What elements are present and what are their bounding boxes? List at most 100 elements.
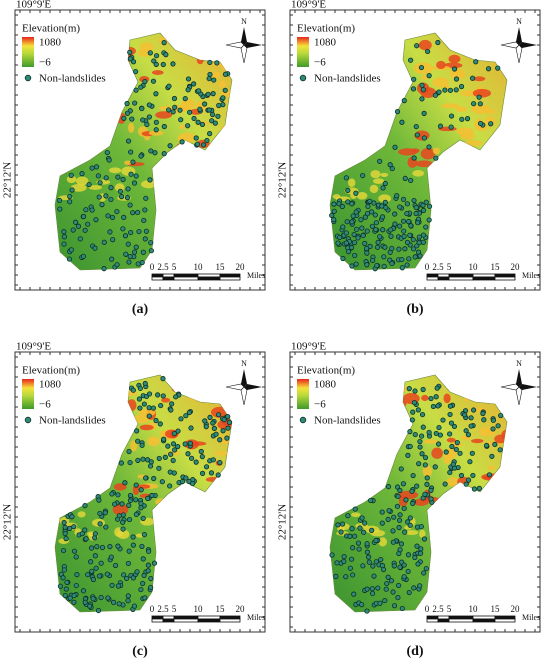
ridge-patch [473, 76, 486, 82]
sample-point [125, 138, 132, 144]
sample-point [131, 249, 138, 255]
sample-point [126, 259, 132, 265]
sample-point [148, 148, 154, 154]
sample-point [392, 221, 398, 227]
study-region [329, 374, 508, 613]
north-arrow [500, 383, 520, 391]
latitude-label: 22°12'N [277, 162, 289, 198]
sample-point [143, 228, 149, 234]
legend-max: 1080 [314, 379, 337, 391]
sample-point [121, 214, 127, 220]
sample-point [448, 124, 454, 130]
sample-point [170, 61, 176, 67]
sample-point [134, 569, 140, 575]
sample-point [88, 545, 95, 551]
sample-point [404, 201, 410, 207]
ridge-patch [117, 529, 130, 540]
sample-point [160, 393, 166, 399]
sample-point [399, 265, 405, 271]
legend-points-label: Non-landslides [314, 73, 381, 85]
sample-point [404, 239, 411, 245]
sample-point [145, 495, 151, 501]
sample-point [374, 244, 381, 250]
north-label: N [241, 17, 247, 26]
sample-point [403, 497, 409, 503]
sample-point [406, 256, 412, 262]
ridge-patch [218, 394, 232, 405]
sample-point [124, 110, 131, 116]
sample-point [420, 202, 426, 208]
ridge-patch [88, 185, 102, 190]
sample-point [140, 249, 146, 255]
sample-point [453, 446, 459, 453]
sample-point [98, 594, 104, 601]
sample-point [146, 391, 153, 397]
legend-points-label: Non-landslides [314, 415, 381, 427]
sample-point [371, 573, 377, 579]
sample-point [153, 61, 159, 67]
sample-point [495, 423, 501, 429]
sample-point [96, 573, 102, 579]
sample-point [149, 492, 155, 499]
sample-point [405, 568, 411, 575]
sample-point [416, 240, 422, 246]
sample-point [97, 521, 103, 527]
sample-point [454, 440, 460, 446]
sample-point [397, 564, 403, 570]
sample-point [135, 457, 141, 463]
ridge-patch [151, 70, 164, 75]
sample-point [388, 233, 394, 239]
legend-colorbar [22, 37, 34, 67]
sample-point [448, 420, 455, 426]
sample-point [433, 155, 439, 161]
sample-point [142, 207, 148, 213]
scale-unit: Miles [522, 271, 540, 280]
sample-point [68, 247, 74, 253]
ridge-patch [463, 158, 480, 167]
ridge-patch [422, 465, 433, 477]
ridge-patch [223, 475, 232, 485]
scale-segment [197, 276, 221, 281]
sample-point [409, 417, 415, 423]
sample-point [61, 229, 67, 235]
sample-point [468, 423, 474, 429]
scale-segment [437, 276, 450, 281]
sample-point [442, 87, 448, 93]
panel-caption: (a) [132, 302, 149, 317]
sample-point [120, 519, 126, 525]
sample-point [402, 175, 408, 182]
sample-point [360, 563, 366, 569]
ridge-patch [221, 62, 232, 72]
sample-point [133, 497, 139, 503]
sample-point [191, 115, 197, 122]
sample-point [375, 239, 381, 245]
sample-point [69, 187, 75, 193]
sample-point [382, 597, 388, 604]
sample-point [465, 477, 472, 483]
sample-point [173, 394, 179, 400]
sample-point [360, 172, 366, 179]
sample-point [405, 552, 412, 558]
scale-segment [219, 276, 241, 281]
sample-point [152, 150, 158, 156]
sample-point [212, 120, 218, 126]
sample-point [200, 142, 207, 148]
sample-point [404, 262, 410, 268]
sample-point [107, 229, 113, 235]
map-panel: 109°9'E 22°12'N Elevation(m) 1080 −6 Non-land… [277, 341, 541, 659]
ridge-patch [350, 512, 361, 518]
sample-point [133, 173, 139, 179]
sample-point [400, 481, 407, 487]
sample-point [485, 66, 492, 72]
sample-point [213, 431, 219, 437]
sample-point [207, 131, 213, 137]
sample-point [108, 185, 114, 191]
sample-point [86, 181, 92, 188]
sample-point [148, 248, 154, 254]
sample-point [477, 120, 484, 127]
sample-point [199, 470, 206, 476]
sample-point [352, 239, 358, 246]
study-region [54, 32, 233, 271]
sample-point [413, 204, 419, 211]
sample-point [131, 180, 138, 186]
